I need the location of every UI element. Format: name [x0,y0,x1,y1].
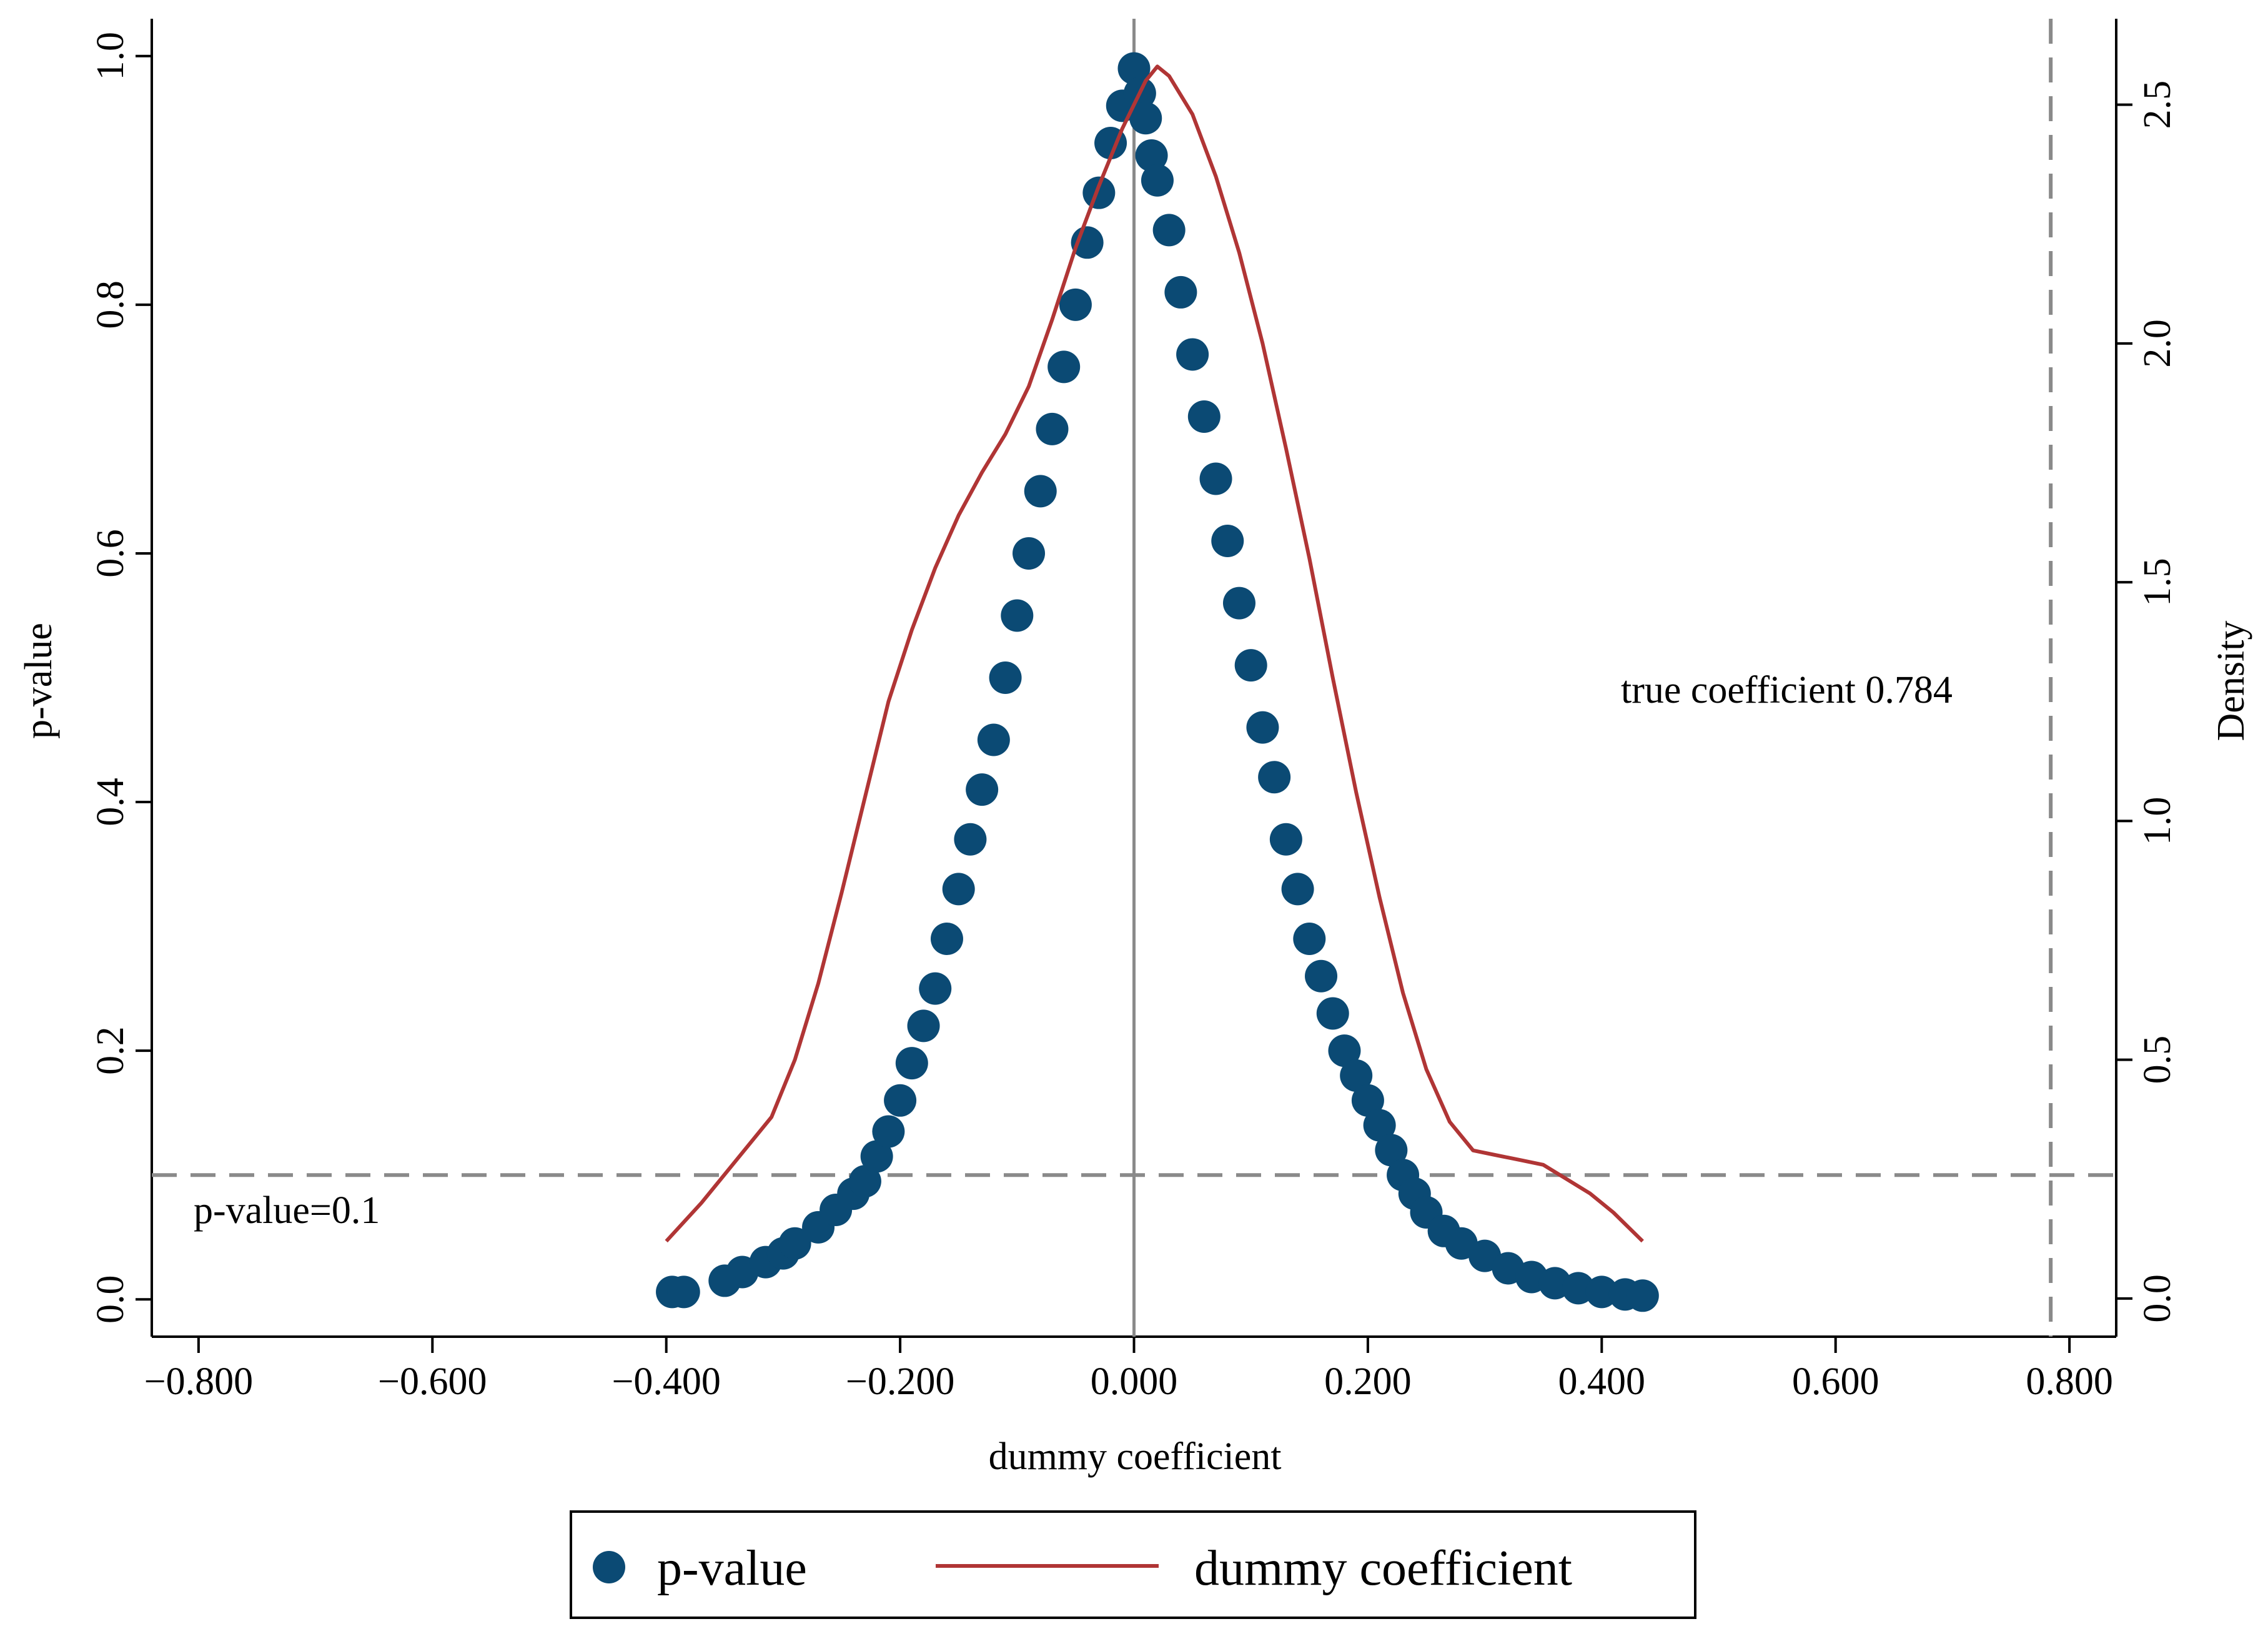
pvalue-point [977,723,1010,756]
x-tick-label: −0.600 [378,1360,487,1403]
pvalue-point [1246,711,1279,744]
x-tick-label: 0.400 [1558,1360,1646,1403]
y2-axis-title: Density [2210,621,2252,741]
pvalue-point [1293,923,1326,956]
pvalue-point [1199,462,1232,495]
y-tick-label: 0.2 [89,1026,132,1075]
pvalue-point [1340,1059,1373,1092]
pvalue-point [954,823,987,856]
pvalue-point [778,1227,811,1260]
legend-density-label: dummy coefficient [1194,1541,1572,1596]
pvalue-point [1135,139,1168,172]
pvalue-point [884,1084,917,1117]
pvalue-point [1129,102,1162,135]
data-marks [656,52,1659,1312]
pvalue-point [1117,52,1151,85]
pvalue-point [1305,959,1338,993]
pvalue-point [1234,649,1267,682]
pvalue-point [1047,350,1081,384]
pvalue-point [1211,525,1244,558]
pvalue-point [966,773,999,806]
pvalue-point [907,1009,940,1042]
pvalue-point [989,661,1022,694]
pvalue-point [1363,1109,1396,1142]
pvalue-point [1082,176,1116,209]
pvalue-point [1626,1279,1659,1312]
x-tick-label: 0.000 [1091,1360,1178,1403]
pvalue-point [1269,823,1302,856]
pvalue-point [1585,1275,1618,1309]
legend-pvalue-marker [593,1551,625,1583]
pvalue-point [1187,400,1221,433]
pvalue-point [1222,587,1255,620]
pvalue-point [848,1165,881,1198]
pvalue-point [1024,475,1057,508]
x-tick-label: −0.200 [846,1360,954,1403]
true-coefficient-annotation: true coefficient 0.784 [1621,669,1953,711]
x-tick-label: 0.200 [1324,1360,1412,1403]
pvalue-point [1258,761,1291,794]
y-tick-label: 0.4 [89,778,132,826]
pvalue-point [1152,214,1186,247]
density-curve [665,64,1644,1243]
y-tick-label: 0.8 [89,280,132,329]
y-tick-label: 1.0 [89,32,132,81]
y2-tick-label: 1.5 [2136,558,2179,607]
pvalue-point [1316,997,1349,1030]
x-tick-label: 0.800 [2026,1360,2113,1403]
x-tick-label: −0.400 [612,1360,720,1403]
pvalue-point [1281,873,1314,906]
pvalue-point [919,972,952,1005]
pvalue-point [1059,288,1092,321]
pvalue-point [895,1047,928,1080]
y2-tick-label: 0.0 [2136,1274,2179,1323]
pvalue-threshold-annotation: p-value=0.1 [194,1189,380,1232]
pvalue-point [1164,275,1197,309]
x-tick-label: −0.800 [144,1360,253,1403]
y2-tick-label: 1.0 [2136,797,2179,846]
x-tick-label: 0.600 [1792,1360,1879,1403]
legend: p-value dummy coefficient [570,1510,1696,1619]
pvalue-point [930,923,963,956]
pvalue-point [1375,1134,1408,1167]
pvalue-point [1351,1084,1384,1117]
pvalue-point [1176,338,1209,371]
pvalue-point [1328,1034,1361,1067]
pvalue-point [942,873,975,906]
y-axis-title: p-value [17,623,60,739]
y-tick-label: 0.0 [89,1275,132,1324]
legend-pvalue-label: p-value [657,1541,807,1596]
pvalue-point [1141,164,1174,197]
y-tick-label: 0.6 [89,529,132,578]
reference-lines [152,19,2116,1337]
pvalue-point [1013,537,1046,570]
y2-tick-label: 0.5 [2136,1036,2179,1084]
legend-box [570,1510,1696,1619]
y2-tick-label: 2.0 [2136,319,2179,368]
y2-tick-label: 2.5 [2136,81,2179,129]
pvalue-point [860,1140,893,1173]
pvalue-point [1001,599,1034,632]
x-axis-title: dummy coefficient [989,1435,1282,1478]
chart-labels: dummy coefficient p-value Density true c… [17,621,2252,1478]
pvalue-point [1036,412,1069,445]
axes: −0.800 −0.600 −0.400 −0.200 0.000 0.200 0.400 0… [89,19,2179,1403]
pvalue-point [872,1115,905,1148]
pvalue-point [667,1275,700,1309]
